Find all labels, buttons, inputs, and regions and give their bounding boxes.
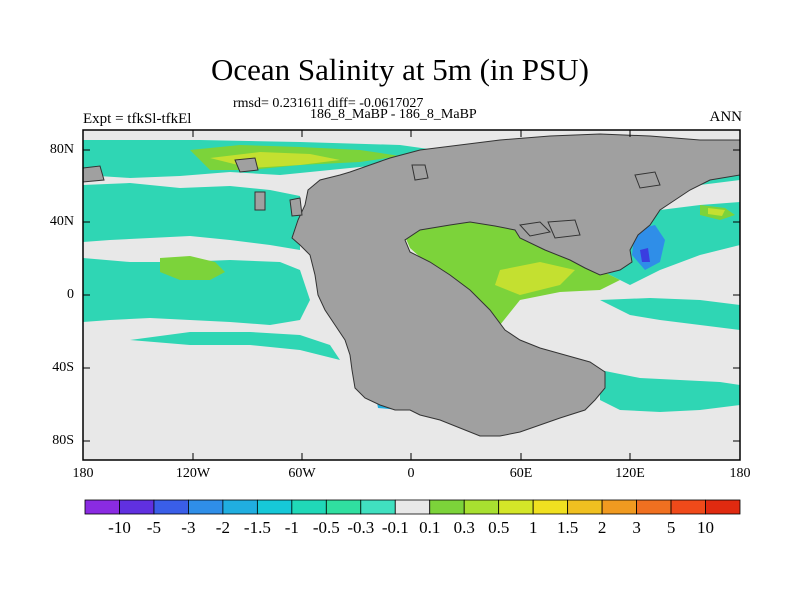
- rmsd-diff-stats: rmsd= 0.231611 diff= -0.0617027: [233, 96, 424, 111]
- colorbar-label: 5: [666, 518, 676, 537]
- small-island-west: [254, 191, 266, 211]
- colorbar-label: -1.5: [243, 518, 271, 537]
- west-edge-island: [82, 165, 105, 183]
- colorbar-label: -5: [146, 518, 161, 537]
- colorbar-label: -2: [215, 518, 230, 537]
- colorbar-label: 0.5: [488, 518, 510, 537]
- season-label: ANN: [709, 109, 743, 125]
- colorbar-swatch: [291, 499, 327, 515]
- southern-negative-band: [600, 370, 740, 412]
- x-tick-0: 0: [407, 466, 415, 481]
- small-island-north: [411, 164, 429, 181]
- east-medium-positive: [708, 208, 725, 216]
- south-pacific-negative-band: [130, 332, 340, 360]
- colorbar-swatch: [394, 499, 431, 515]
- case-names: 186_8_MaBP - 186_8_MaBP: [310, 107, 477, 122]
- x-tick-60e: 60E: [509, 466, 533, 481]
- small-island-northeast: [634, 171, 661, 189]
- colorbar-label: -0.5: [312, 518, 340, 537]
- gulf-negative-patch: [632, 225, 665, 270]
- colorbar-label: 0.1: [419, 518, 441, 537]
- colorbar-swatch: [153, 499, 189, 515]
- y-tick-40s: 40S: [52, 360, 74, 375]
- colorbar-label: 1.5: [556, 518, 579, 537]
- colorbar-label: 10: [697, 518, 714, 537]
- tropical-pacific-negative-region: [83, 258, 310, 325]
- colorbar-swatch: [498, 499, 534, 515]
- east-tropical-negative-band: [600, 298, 740, 330]
- y-tick-80s: 80S: [52, 433, 74, 448]
- small-island-pacific: [289, 197, 303, 217]
- colorbar-swatch: [532, 499, 569, 515]
- colorbar-label: 2: [597, 518, 607, 537]
- colorbar-label: -3: [181, 518, 196, 537]
- colorbar-label: 0.3: [453, 518, 475, 537]
- pacific-positive-patch: [160, 256, 225, 280]
- colorbar-label: 3: [632, 518, 641, 537]
- colorbar-label: 1: [528, 518, 538, 537]
- colorbar-swatch: [256, 499, 293, 515]
- colorbar-swatch: [670, 499, 706, 515]
- small-island-interior-east: [547, 219, 581, 239]
- arctic-island: [234, 157, 259, 173]
- colorbar-label: -1: [284, 518, 299, 537]
- supercontinent-landmass: [291, 133, 741, 437]
- colorbar-swatch: [601, 499, 637, 515]
- inland-medium-positive: [495, 262, 575, 295]
- land-masses: [82, 133, 741, 437]
- axis-ticks: [83, 130, 740, 460]
- colorbar-label: -10: [108, 518, 131, 537]
- x-tick-180-right: 180: [729, 466, 751, 481]
- x-tick-180-left: 180: [72, 466, 94, 481]
- x-tick-120e: 120E: [615, 466, 645, 481]
- y-tick-80n: 80N: [49, 142, 74, 157]
- colorbar-swatch: [188, 499, 224, 515]
- colorbar-swatch: [463, 499, 500, 515]
- small-island-interior: [519, 221, 552, 237]
- colorbar-swatch: [429, 499, 465, 515]
- colorbar: [84, 499, 741, 515]
- colorbar-swatch: [84, 499, 120, 515]
- colorbar-swatch: [325, 499, 362, 515]
- colorbar-swatch: [360, 499, 396, 515]
- colorbar-label: -0.1: [381, 518, 409, 537]
- colorbar-swatch: [636, 499, 672, 515]
- x-tick-120w: 120W: [175, 466, 211, 481]
- gulf-strong-negative: [640, 248, 650, 262]
- x-tick-60w: 60W: [288, 466, 316, 481]
- colorbar-swatch: [222, 499, 258, 515]
- y-tick-40n: 40N: [49, 214, 74, 229]
- colorbar-swatch: [119, 499, 155, 515]
- north-pacific-negative-region: [83, 183, 300, 250]
- colorbar-label: -0.3: [347, 518, 375, 537]
- y-tick-0: 0: [67, 287, 74, 302]
- experiment-label: Expt = tfkSl-tfkEl: [83, 111, 192, 127]
- colorbar-swatch: [705, 499, 741, 515]
- map-title: Ocean Salinity at 5m (in PSU): [211, 52, 589, 87]
- colorbar-swatch: [567, 499, 603, 515]
